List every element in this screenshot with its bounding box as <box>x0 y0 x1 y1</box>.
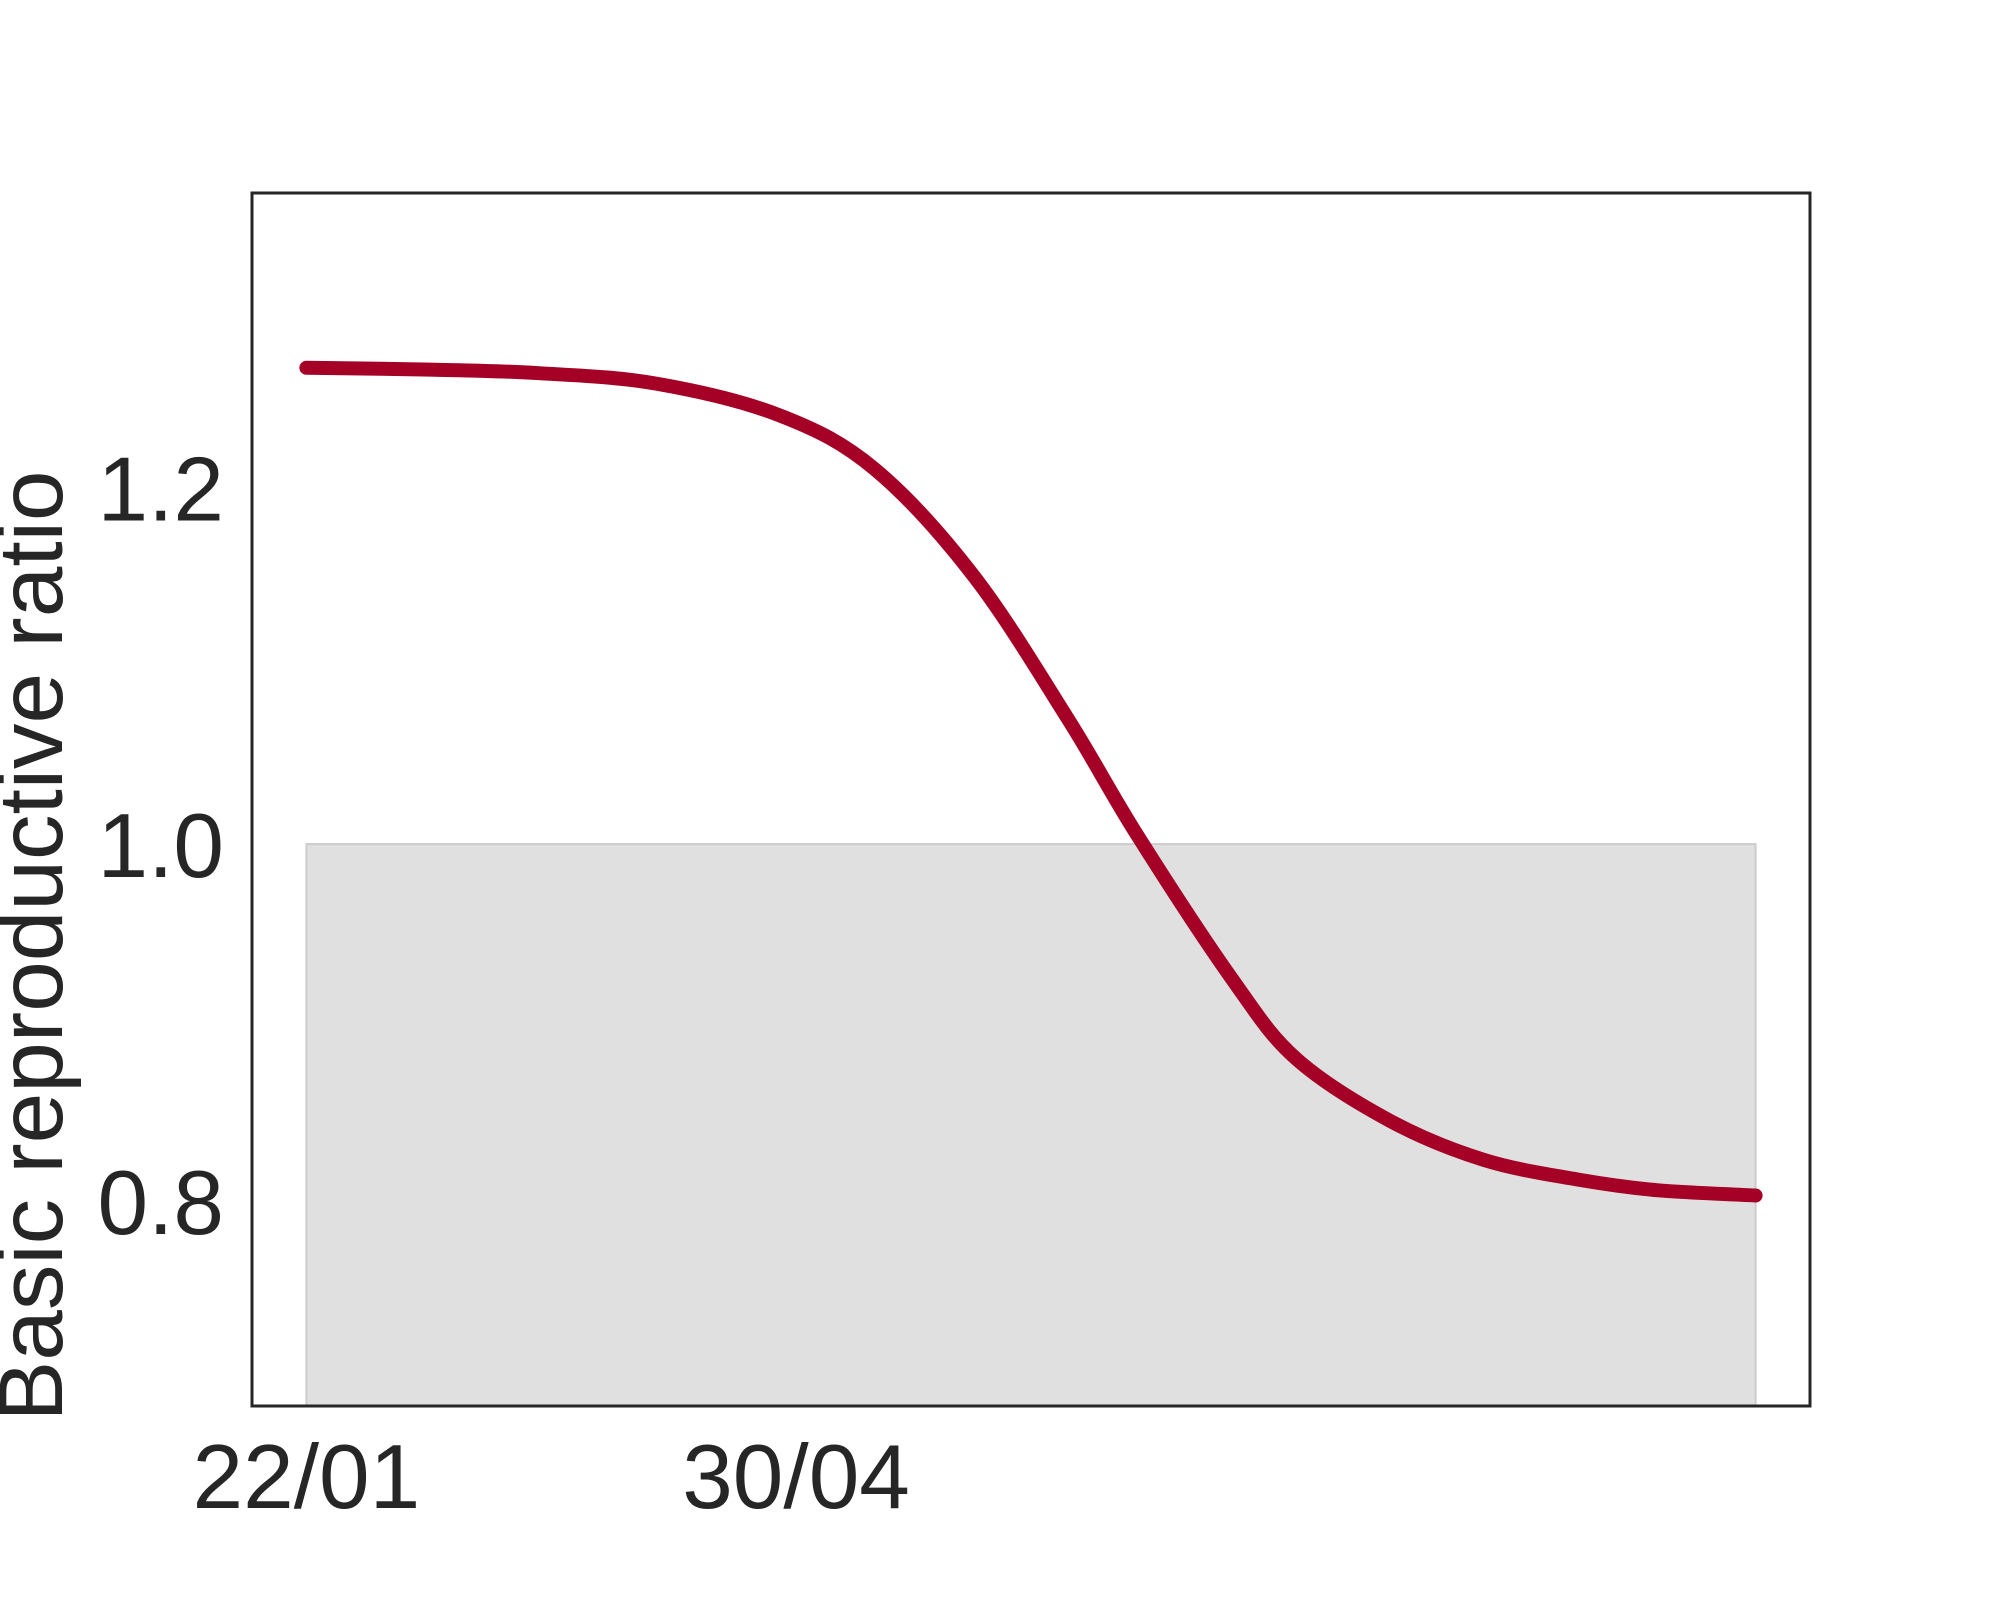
y-tick-label: 1.2 <box>97 439 224 540</box>
plot-area <box>250 191 1812 1408</box>
y-axis-ticks: 0.8 1.0 1.2 <box>97 439 224 1254</box>
shaded-region <box>305 843 1757 1407</box>
plot-frame <box>250 191 1812 1408</box>
x-axis-ticks: 22/01 30/04 <box>193 1427 910 1528</box>
x-tick-label: 22/01 <box>193 1427 421 1528</box>
x-tick-label: 30/04 <box>682 1427 910 1528</box>
y-tick-label: 1.0 <box>97 796 224 897</box>
y-tick-label: 0.8 <box>97 1153 224 1254</box>
series-line-0 <box>299 360 1763 1203</box>
y-axis-label: Basic reproductive ratio <box>0 471 82 1422</box>
